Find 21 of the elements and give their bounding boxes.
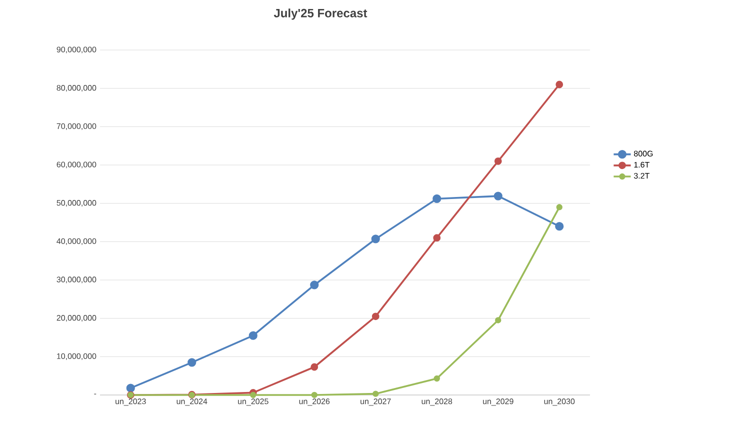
legend-label: 3.2T: [634, 172, 650, 179]
x-tick-label: un_2028: [422, 398, 452, 406]
x-tick-label: un_2026: [299, 398, 330, 406]
x-tick-label: un_2024: [176, 398, 208, 406]
x-tick-label: un_2023: [116, 398, 146, 406]
x-tick-label: un_2029: [483, 398, 514, 406]
legend-label: 800G: [634, 150, 653, 156]
chart-title: July'25 Forecast: [274, 8, 368, 20]
y-tick-label: 90,000,000: [56, 46, 96, 54]
y-tick-label: 50,000,000: [56, 200, 96, 207]
x-tick-label: un_2025: [238, 398, 268, 406]
y-tick-label: 10,000,000: [57, 353, 96, 360]
x-tick-label: un_2027: [360, 398, 391, 406]
y-tick-label: 20,000,000: [56, 315, 96, 322]
x-tick-label: un_2030: [544, 398, 575, 406]
y-tick-label: 70,000,000: [56, 123, 96, 130]
y-tick-label: 80,000,000: [56, 85, 96, 92]
y-tick-label: 60,000,000: [56, 162, 96, 168]
legend-label: 1.6T: [634, 162, 650, 168]
y-tick-label: 40,000,000: [56, 238, 96, 245]
y-tick-label: 30,000,000: [56, 276, 96, 284]
